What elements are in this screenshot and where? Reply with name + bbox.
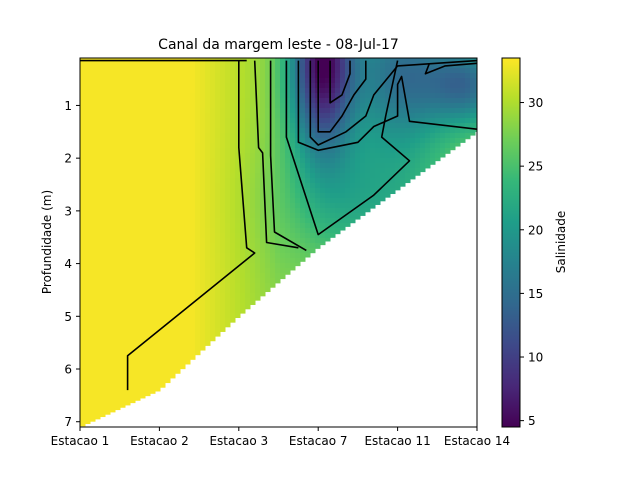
colorbar-tick-label: 15 <box>528 287 543 301</box>
colorbar-tick-label: 10 <box>528 351 543 365</box>
x-tick-label: Estacao 3 <box>209 434 268 448</box>
y-tick-label: 5 <box>64 310 72 324</box>
colorbar-label: Salinidade <box>554 211 568 274</box>
x-axis: Estacao 1 Estacao 2 Estacao 3 Estacao 7 Esta… <box>51 427 510 448</box>
x-tick-label: Estacao 7 <box>289 434 348 448</box>
colorbar: 5 10 15 20 25 30 Salinidade <box>501 57 568 428</box>
contour-line-2 <box>126 60 256 391</box>
x-tick-label: Estacao 11 <box>364 434 430 448</box>
colorbar-tick-label: 30 <box>528 96 543 110</box>
colorbar-tick-label: 20 <box>528 223 543 237</box>
contour-line-9 <box>329 60 351 104</box>
x-tick-label: Estacao 14 <box>444 434 510 448</box>
contour-lines <box>80 59 477 391</box>
x-tick-label: Estacao 2 <box>130 434 189 448</box>
colorbar-fill <box>502 58 520 427</box>
x-tick-label: Estacao 1 <box>51 434 110 448</box>
y-axis-label: Profundidade (m) <box>40 190 54 294</box>
contour-line-3 <box>253 60 299 249</box>
y-tick-label: 7 <box>64 415 72 429</box>
colorbar-ticks: 5 10 15 20 25 30 <box>520 96 543 428</box>
y-tick-label: 3 <box>64 204 72 218</box>
contour-line-6 <box>297 60 477 152</box>
y-axis: 1 2 3 4 5 6 7 <box>64 99 80 429</box>
chart-title: Canal da margem leste - 08-Jul-17 <box>158 37 399 53</box>
contour-line-4 <box>269 60 307 252</box>
contour-line-7 <box>309 59 477 146</box>
contour-line-10 <box>424 62 477 75</box>
y-tick-label: 4 <box>64 257 72 271</box>
colorbar-frame <box>501 57 521 428</box>
contour-line-8 <box>317 60 367 133</box>
plot-area <box>80 58 477 427</box>
colorbar-tick-label: 5 <box>528 414 536 428</box>
salinity-field <box>80 58 477 427</box>
colorbar-tick-label: 25 <box>528 160 543 174</box>
contour-line-5 <box>285 60 411 236</box>
y-tick-label: 1 <box>64 99 72 113</box>
y-tick-label: 6 <box>64 363 72 377</box>
plot-frame <box>79 57 478 428</box>
y-tick-label: 2 <box>64 152 72 166</box>
